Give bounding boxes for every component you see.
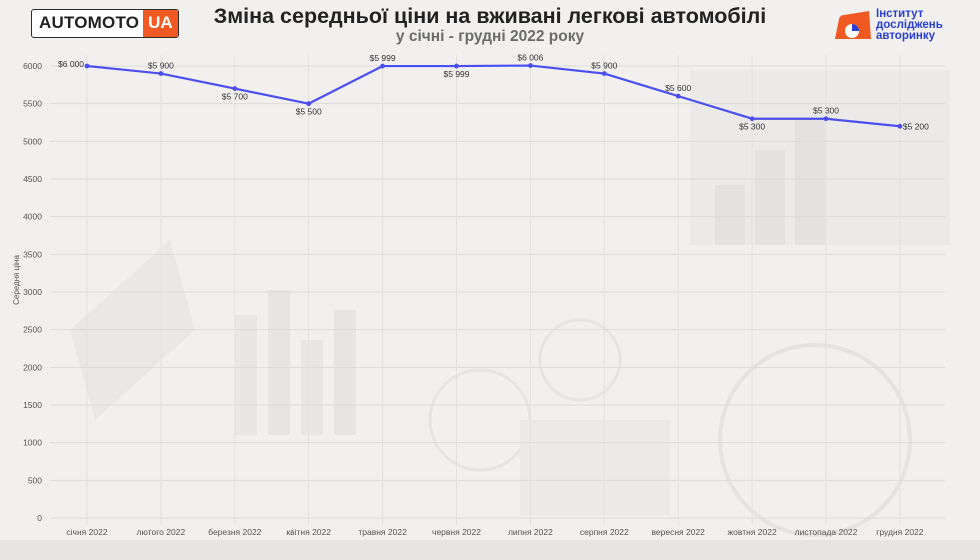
data-label: $6 000 (58, 59, 84, 69)
institute-icon (835, 11, 871, 39)
data-label: $5 999 (444, 69, 470, 79)
data-labels: $6 000 $5 900 $5 700 $5 500 $5 999 $5 999 $6 0… (58, 53, 929, 132)
data-point (528, 63, 533, 68)
x-tick-label: квітня 2022 (286, 527, 331, 537)
data-label: $5 700 (222, 92, 248, 102)
data-point (749, 116, 755, 122)
logo-text: AUTOMOTO (39, 13, 140, 32)
y-tick-label: 500 (28, 475, 42, 485)
institute-line-2: досліджень (876, 19, 943, 31)
y-tick-label: 3500 (23, 249, 42, 259)
institute-line-3: авторинку (876, 30, 936, 42)
y-tick-label: 1000 (23, 438, 42, 448)
y-tick-label: 6000 (23, 61, 42, 71)
data-point (601, 71, 607, 76)
y-tick-label: 5500 (23, 99, 42, 109)
series-line (86, 64, 901, 128)
logo-ua-badge: UA (143, 10, 178, 37)
data-label: $6 006 (517, 53, 543, 63)
x-axis-ticks: січня 2022 лютого 2022 березня 2022 квітня … (66, 527, 923, 537)
y-tick-label: 1500 (23, 400, 42, 410)
y-tick-label: 2000 (23, 362, 42, 372)
x-tick-label: жовтня 2022 (727, 527, 776, 537)
institute-logo: Інститут досліджень авторинку (833, 8, 976, 42)
data-point (306, 101, 312, 107)
data-point (158, 71, 164, 76)
institute-name: Інститут досліджень авторинку (876, 8, 976, 42)
x-tick-label: січня 2022 (66, 527, 107, 537)
data-label: $5 300 (813, 106, 839, 116)
x-tick-label: липня 2022 (508, 527, 553, 537)
x-tick-label: березня 2022 (208, 527, 262, 537)
chart-grid (50, 55, 945, 525)
y-axis-ticks: 0 500 1000 1500 2000 2500 3000 3500 4000 4500 5000… (23, 61, 42, 523)
y-tick-label: 4500 (23, 174, 42, 184)
data-label: $5 200 (903, 121, 929, 131)
data-point (897, 123, 903, 129)
data-label: $5 900 (591, 61, 617, 71)
y-tick-label: 4000 (23, 212, 42, 222)
data-point (454, 63, 459, 69)
x-tick-label: грудня 2022 (876, 527, 924, 537)
x-tick-label: травня 2022 (358, 527, 407, 537)
y-tick-label: 0 (37, 513, 42, 523)
y-axis-label: Середня ціна (12, 255, 21, 305)
data-point (232, 86, 238, 91)
data-point (823, 116, 829, 122)
data-point (675, 93, 681, 99)
y-tick-label: 3000 (23, 287, 42, 297)
x-tick-label: червня 2022 (432, 527, 481, 537)
automoto-logo: AUTOMOTO UA (31, 9, 179, 38)
chart-title: Зміна середньої ціни на вживані легкові … (213, 4, 767, 28)
x-tick-label: лютого 2022 (137, 527, 186, 537)
y-tick-label: 5000 (23, 136, 42, 146)
data-label: $5 500 (296, 107, 322, 117)
data-point (84, 63, 90, 69)
x-tick-label: серпня 2022 (580, 527, 629, 537)
data-label: $5 900 (148, 61, 174, 71)
institute-line-1: Інститут (876, 8, 924, 20)
data-label: $5 600 (665, 83, 691, 93)
data-point (380, 63, 385, 69)
data-label: $5 300 (739, 122, 765, 132)
y-tick-label: 2500 (23, 325, 42, 335)
series-points (84, 63, 903, 129)
x-tick-label: листопада 2022 (795, 527, 858, 537)
chart-subtitle: у січні - грудні 2022 року (395, 28, 585, 45)
x-tick-label: вересня 2022 (651, 527, 705, 537)
data-label: $5 999 (370, 53, 396, 63)
